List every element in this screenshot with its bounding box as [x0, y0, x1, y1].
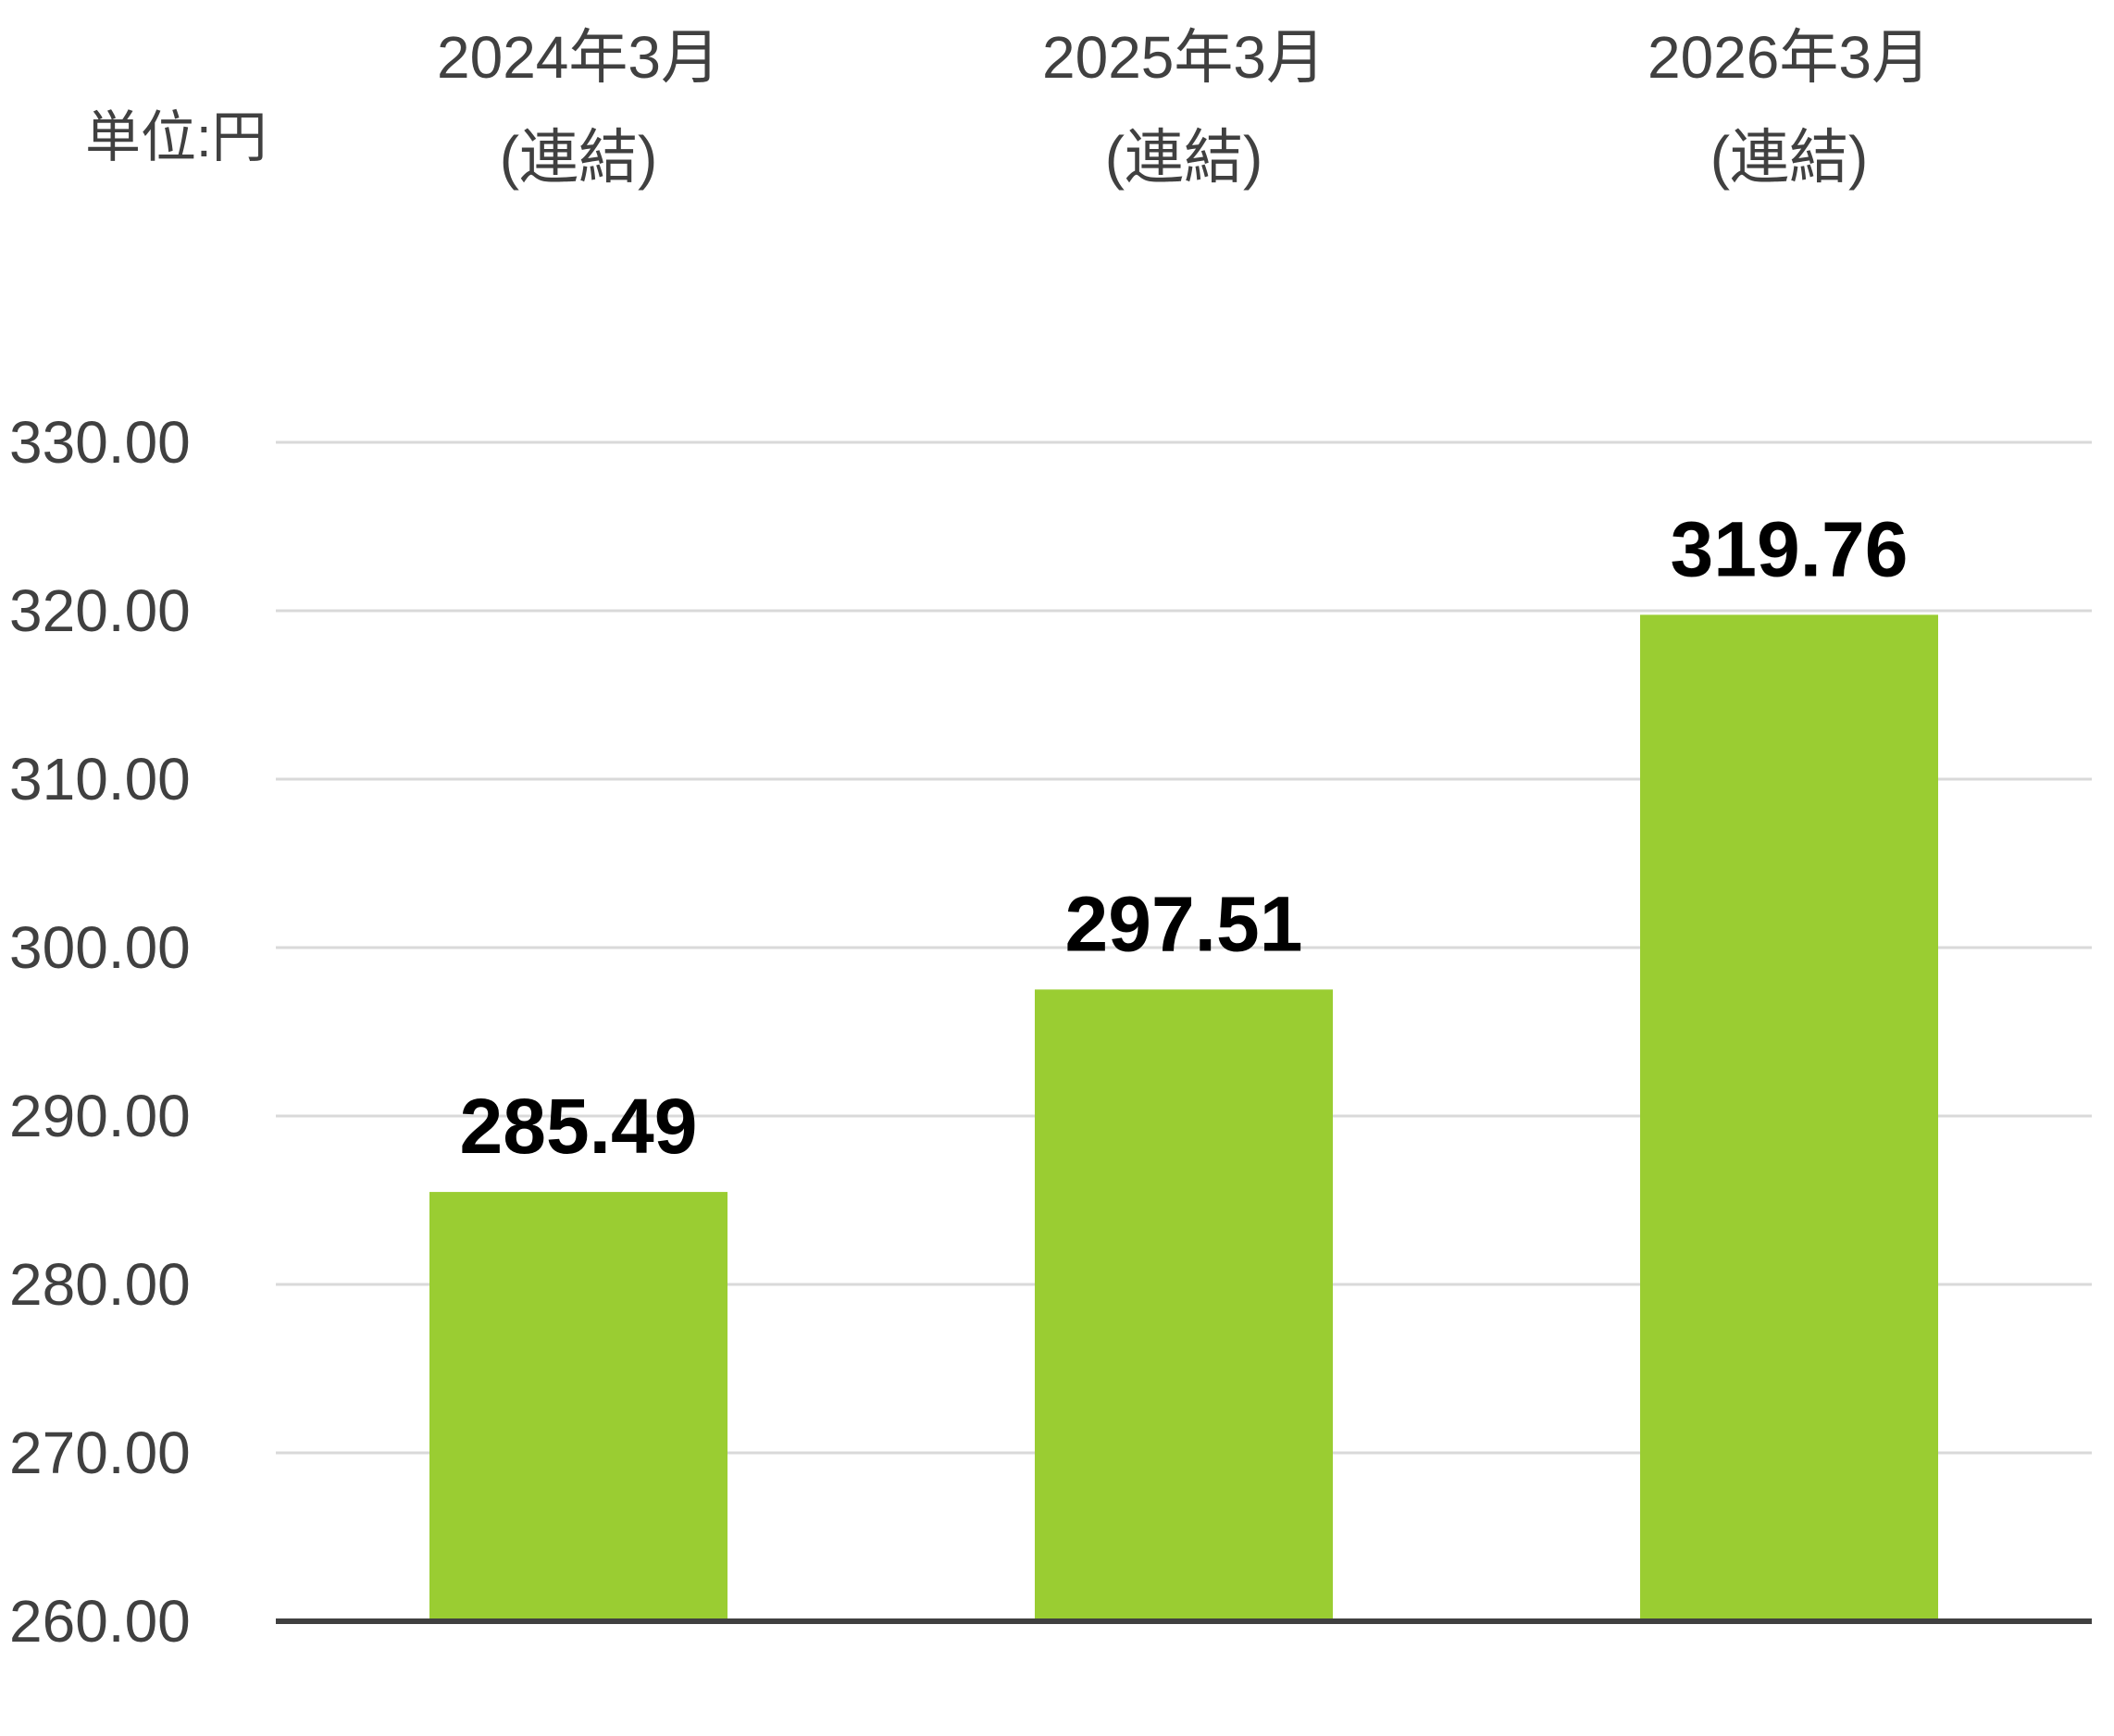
y-tick-label: 330.00 — [9, 409, 191, 476]
category-label-2026: 2026年3月 (連結) — [1595, 7, 1983, 207]
y-tick-label: 320.00 — [9, 577, 191, 644]
bar-value-label: 297.51 — [1065, 880, 1303, 967]
y-tick-label: 310.00 — [9, 746, 191, 812]
category-label-line1: 2024年3月 — [437, 24, 720, 91]
y-tick-label: 260.00 — [9, 1588, 191, 1655]
unit-label: 単位:円 — [85, 106, 267, 168]
bar — [1035, 989, 1333, 1621]
category-label-line1: 2025年3月 — [1042, 24, 1325, 91]
y-tick-label: 290.00 — [9, 1083, 191, 1149]
category-label-line2: (連結) — [1104, 124, 1263, 191]
category-label-line2: (連結) — [499, 124, 658, 191]
bar — [429, 1192, 727, 1621]
category-label-line1: 2026年3月 — [1648, 24, 1931, 91]
bar — [1640, 614, 1938, 1622]
y-tick-label: 270.00 — [9, 1420, 191, 1486]
category-label-line2: (連結) — [1710, 124, 1869, 191]
category-label-2024: 2024年3月 (連結) — [384, 7, 773, 207]
bar-value-label: 285.49 — [460, 1083, 698, 1170]
bar-value-label: 319.76 — [1671, 505, 1909, 592]
y-tick-label: 280.00 — [9, 1251, 191, 1318]
y-tick-label: 300.00 — [9, 914, 191, 981]
category-label-2025: 2025年3月 (連結) — [989, 7, 1378, 207]
